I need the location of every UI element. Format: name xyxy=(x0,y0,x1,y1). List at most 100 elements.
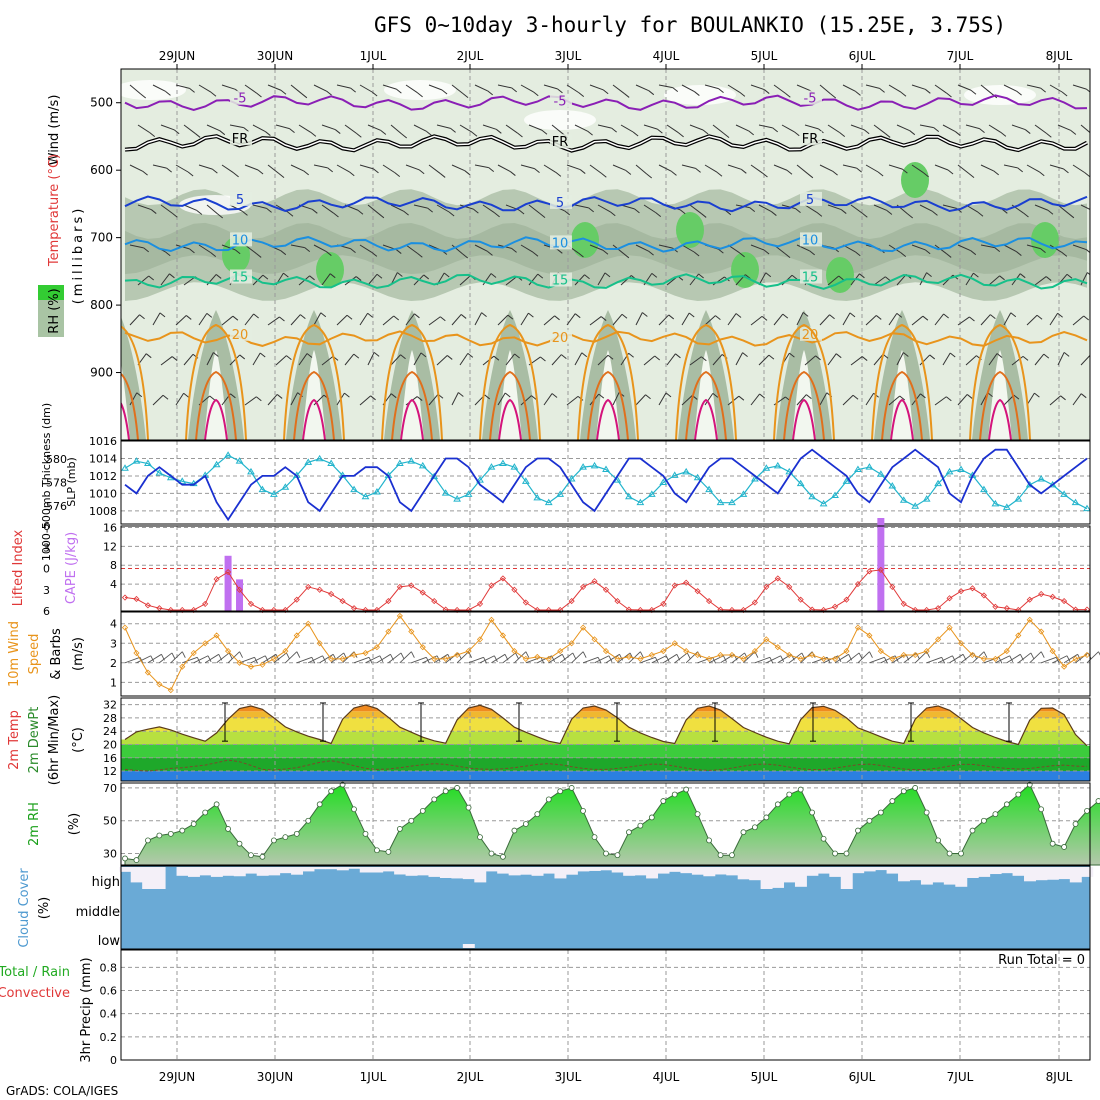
upper-wind-barb-flag xyxy=(276,394,283,399)
upper-wind-barb xyxy=(574,124,588,132)
upper-wind-barb xyxy=(436,204,450,213)
temp-band xyxy=(121,711,1090,718)
upper-wind-barb xyxy=(1003,394,1015,406)
rh-point xyxy=(477,834,483,841)
isotherm-loop-25 xyxy=(391,370,433,440)
wind-speed-point xyxy=(259,661,266,668)
rh-point xyxy=(1072,821,1079,827)
upper-wind-barb-flag xyxy=(417,252,423,258)
upper-wind-barb xyxy=(735,352,744,366)
upper-wind-barb xyxy=(175,84,190,89)
upper-wind-barb-flag xyxy=(242,210,248,216)
thickness-point xyxy=(636,498,645,506)
upper-wind-barb-flag xyxy=(140,93,147,99)
upper-wind-barb xyxy=(957,84,972,91)
temp-frame xyxy=(120,697,1091,782)
cloud-high-gap xyxy=(130,867,143,883)
rh-point xyxy=(145,837,151,844)
upper-wind-barb xyxy=(597,272,606,286)
upper-wind-barb xyxy=(252,124,266,133)
surface-wind-barb-flag xyxy=(239,651,243,658)
rh-point xyxy=(614,852,621,859)
upper-wind-barb-flag xyxy=(926,272,932,278)
cloud-high-gap xyxy=(520,867,533,875)
lifted-index-point xyxy=(202,600,209,607)
bottom-date-label: 30JUN xyxy=(257,1070,294,1084)
y-tick-label: 900 xyxy=(90,366,113,380)
temp-band xyxy=(121,744,1090,758)
upper-wind-barb-flag xyxy=(1083,315,1090,321)
rh-point xyxy=(500,853,506,860)
upper-wind-barb xyxy=(942,204,957,209)
upper-wind-barb-flag xyxy=(234,249,241,255)
wind-tick-label: 2 xyxy=(110,657,117,670)
thickness-point xyxy=(121,464,129,471)
thickness-point xyxy=(1025,480,1034,488)
upper-wind-barb-flag xyxy=(279,316,285,322)
temp-tick-label: 24 xyxy=(103,725,117,738)
upper-wind-barb-flag xyxy=(329,273,336,279)
upper-wind-barb-flag xyxy=(173,129,180,135)
rh-point xyxy=(236,840,243,847)
upper-wind-barb-flag xyxy=(1066,273,1073,279)
upper-wind-barb-flag xyxy=(557,248,563,254)
thickness-point xyxy=(716,498,725,506)
surface-wind-barb xyxy=(628,651,641,664)
upper-wind-barb xyxy=(175,392,185,406)
upper-wind-barb-flag xyxy=(423,274,430,280)
upper-wind-barb xyxy=(451,244,464,255)
rh-point xyxy=(167,830,174,837)
upper-wind-barb xyxy=(804,124,819,130)
chart-title: GFS 0~10day 3-hourly for BOULANKIO (15.2… xyxy=(374,13,1006,37)
cloud-high-gap xyxy=(142,867,155,889)
upper-wind-barb-flag xyxy=(145,353,152,359)
wind-speed-point xyxy=(396,612,403,619)
lifted-index-point xyxy=(969,585,976,592)
cloud-high-gap xyxy=(852,867,865,874)
rh-ylabel-line2: (%) xyxy=(67,813,82,836)
cloud-high-gap xyxy=(920,867,933,885)
upper-wind-barb-flag xyxy=(148,275,155,281)
lifted-index-point xyxy=(660,600,667,607)
surface-wind-barb-flag xyxy=(1040,651,1045,658)
lifted-index-point xyxy=(694,588,701,595)
isotherm-loop-25 xyxy=(783,370,825,440)
upper-wind-barb xyxy=(528,204,541,215)
cloud-high-gap xyxy=(760,867,773,889)
upper-wind-barb xyxy=(612,313,623,326)
upper-wind-barb xyxy=(160,273,170,286)
upper-wind-barb xyxy=(137,124,151,134)
bottom-date-label: 1JUL xyxy=(360,1070,387,1084)
upper-wind-barb-flag xyxy=(718,88,724,94)
thickness-point xyxy=(350,485,358,493)
upper-wind-barb xyxy=(359,84,373,93)
rh-point xyxy=(122,855,128,862)
upper-wind-barb-flag xyxy=(955,131,961,136)
cloud-high-gap xyxy=(1046,867,1059,880)
cloud-high-gap xyxy=(806,867,819,876)
upper-wind-barb-flag xyxy=(326,251,332,256)
wind-speed-point xyxy=(225,648,232,655)
upper-wind-barb xyxy=(160,204,173,214)
cloud-high-gap xyxy=(703,867,716,877)
upper-wind-barb xyxy=(206,352,214,366)
upper-wind-barb xyxy=(957,244,971,252)
upper-wind-barb xyxy=(750,164,763,174)
upper-wind-barb xyxy=(183,204,198,211)
upper-wind-barb xyxy=(1026,244,1041,250)
upper-wind-barb xyxy=(758,204,772,213)
upper-wind-barb xyxy=(1080,204,1090,210)
upper-wind-barb-flag xyxy=(979,128,985,134)
upper-wind-barb xyxy=(1072,164,1086,174)
upper-wind-barb xyxy=(221,84,236,90)
wind-ylabel-line1: 10m Wind xyxy=(7,621,22,687)
wind-speed-point xyxy=(1015,632,1022,639)
upper-wind-barb-flag xyxy=(551,393,558,398)
lifted-index-point xyxy=(602,586,610,593)
rh-point xyxy=(408,817,415,824)
upper-wind-barb xyxy=(658,164,672,172)
cloud-high-gap xyxy=(325,867,338,870)
rh-point xyxy=(580,807,586,814)
upper-wind-barb xyxy=(382,84,397,90)
upper-wind-barb xyxy=(681,84,695,93)
